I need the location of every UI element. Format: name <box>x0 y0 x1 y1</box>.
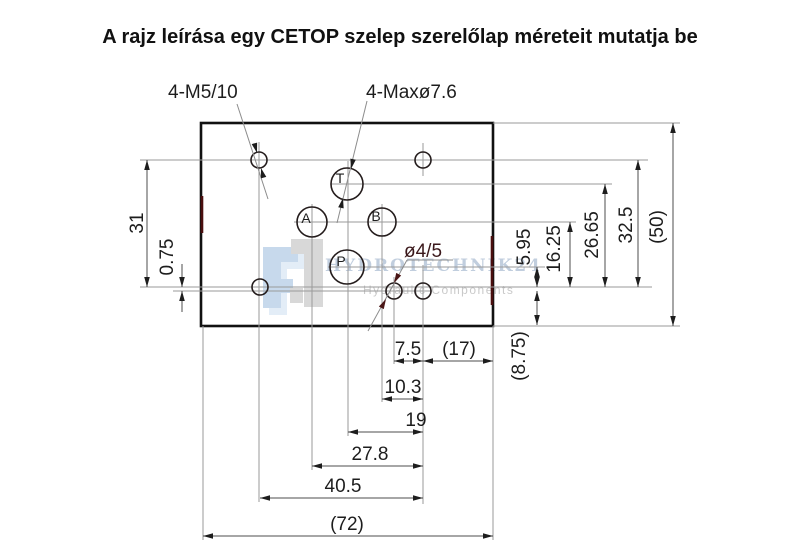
port-b-hole <box>367 207 397 237</box>
drain-hole-callout: ø4/5 <box>404 241 442 262</box>
mounting-hole-bottom-right <box>414 282 432 300</box>
dim-16-25: 16.25 <box>544 225 565 273</box>
dim-26-65: 26.65 <box>582 211 603 259</box>
plate-holes <box>250 151 432 300</box>
port-p-label: P <box>336 253 345 269</box>
mounting-hole-top-left <box>250 151 268 169</box>
dim-27-8: 27.8 <box>352 444 389 465</box>
dimension-texts: 31 0.75 5.95 (8.75) 16.25 26.65 32.5 (50… <box>127 207 668 535</box>
dim-7-5: 7.5 <box>395 339 421 360</box>
dim-17: (17) <box>442 339 476 360</box>
port-b-label: B <box>371 208 380 224</box>
port-t-hole <box>330 167 364 201</box>
extension-lines <box>140 122 680 540</box>
drawing-title: A rajz leírása egy CETOP szelep szerelől… <box>102 26 698 48</box>
watermark-logo <box>262 236 332 322</box>
port-labels: T A B P <box>301 170 380 269</box>
dim-32-5: 32.5 <box>616 207 637 244</box>
port-a-hole <box>296 206 328 238</box>
dim-5-95: 5.95 <box>514 229 535 266</box>
dim-72: (72) <box>330 514 364 535</box>
dim-50: (50) <box>647 210 668 244</box>
mounting-hole-bottom-left <box>251 278 269 296</box>
callouts: 4-M5/10 4-Maxø7.6 ø4/5 <box>168 82 457 332</box>
dim-40-5: 40.5 <box>325 476 362 497</box>
max-hole-callout: 4-Maxø7.6 <box>366 82 457 103</box>
port-t-label: T <box>336 170 345 186</box>
plate-outline <box>199 121 495 328</box>
dim-8-75: (8.75) <box>509 331 530 381</box>
dim-0-75: 0.75 <box>157 239 178 276</box>
mounting-hole-top-right <box>414 151 432 169</box>
port-p-hole <box>329 249 365 285</box>
dim-10-3: 10.3 <box>385 377 422 398</box>
port-a-label: A <box>301 210 311 226</box>
watermark-brand-text: HYDROTECHNIK24 <box>325 256 543 276</box>
dim-31: 31 <box>127 212 148 233</box>
dim-19: 19 <box>405 410 426 431</box>
dimension-lines <box>144 123 676 539</box>
mounting-holes-callout: 4-M5/10 <box>168 82 238 103</box>
